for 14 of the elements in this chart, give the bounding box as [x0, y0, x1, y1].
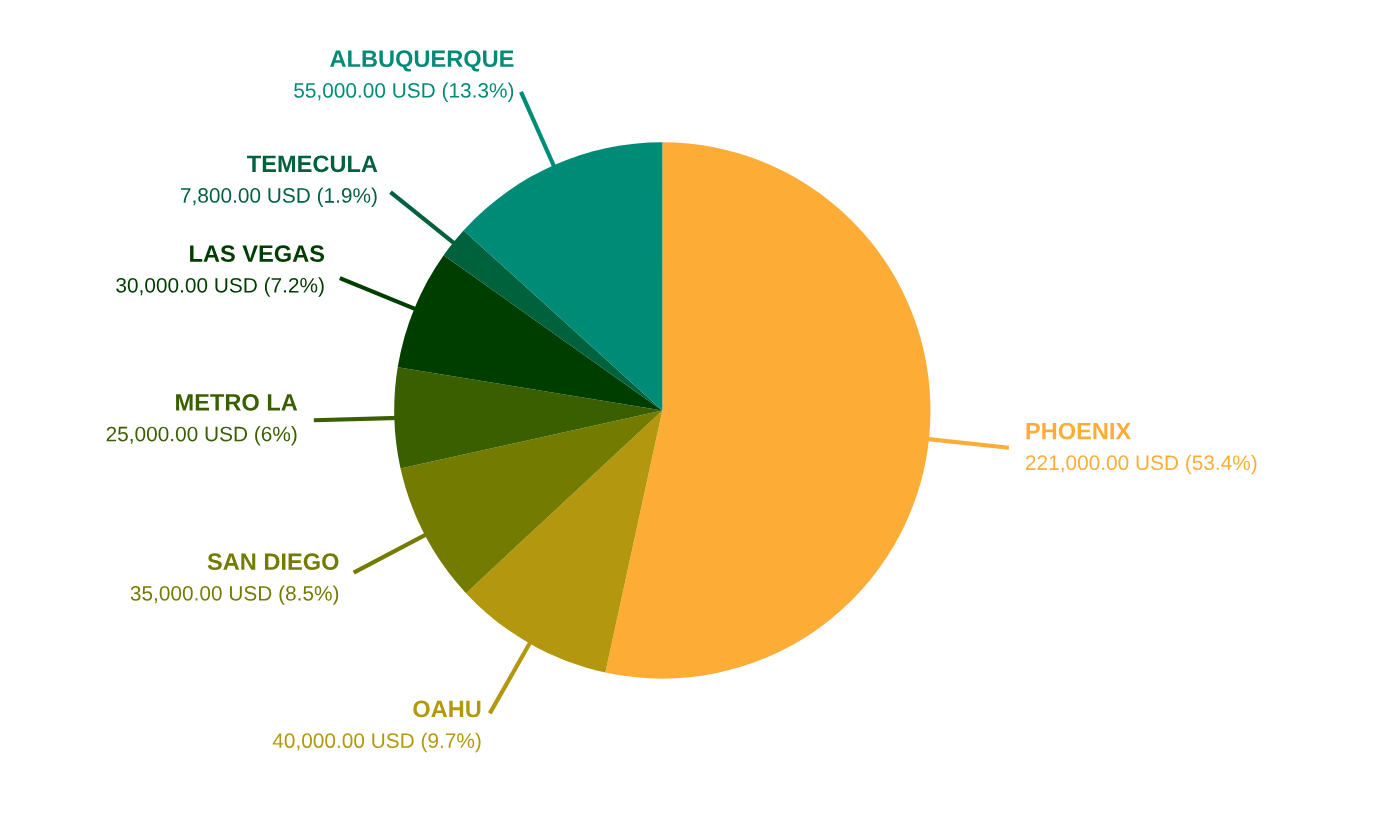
slice-label: LAS VEGAS: [190, 245, 325, 262]
data-label: 55,000.00 USD (13.3%): [294, 82, 514, 102]
slice-label: METRO LA: [176, 393, 298, 411]
slice-label: SAN DIEGO: [207, 553, 339, 571]
data-label: 7,800.00 USD (1.9%): [181, 187, 377, 207]
data-label: 25,000.00 USD (6%): [106, 426, 297, 446]
data-label: 40,000.00 USD (9.7%): [272, 732, 481, 753]
data-label: 30,000.00 USD (7.2%): [116, 277, 324, 297]
slice-label: PHOENIX: [1026, 422, 1132, 440]
slice-label: OAHU: [413, 700, 481, 718]
slice-label: ALBUQUERQUE: [330, 50, 514, 72]
data-label: 35,000.00 USD (8.5%): [130, 585, 339, 605]
slice-label: TEMECULA: [247, 155, 378, 173]
data-label: 221,000.00 USD (53.4%): [1026, 454, 1257, 475]
